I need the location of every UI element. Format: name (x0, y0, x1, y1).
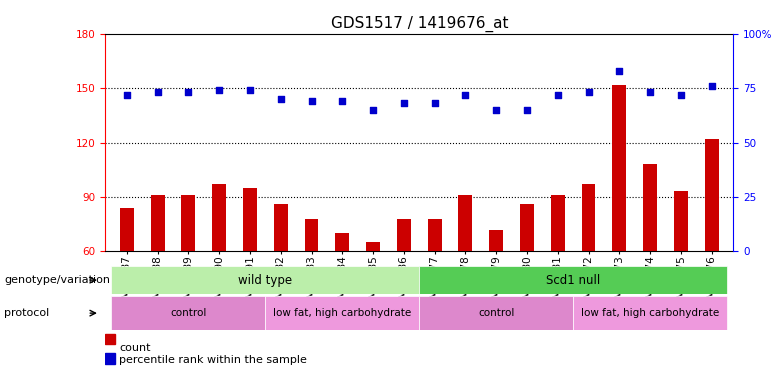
Bar (274, 204, 288, 251)
Point (490, 107, 502, 113)
Bar (612, 84, 626, 251)
Bar (335, 233, 349, 251)
Text: control: control (478, 308, 514, 318)
Bar (644, 164, 657, 251)
Text: low fat, high carbohydrate: low fat, high carbohydrate (581, 308, 719, 318)
Bar (105, 353, 115, 364)
Point (305, 98, 317, 104)
Bar (489, 230, 503, 251)
Text: Scd1 null: Scd1 null (546, 274, 601, 287)
Bar (582, 184, 595, 251)
Point (551, 92, 564, 98)
Bar (420, 296, 573, 330)
Bar (674, 191, 688, 251)
Point (675, 92, 687, 98)
Text: count: count (119, 343, 151, 353)
Text: genotype/variation: genotype/variation (4, 275, 110, 285)
Point (243, 87, 256, 93)
Bar (459, 195, 473, 251)
Bar (112, 266, 420, 294)
Text: protocol: protocol (4, 308, 49, 318)
Bar (265, 296, 420, 330)
Point (183, 90, 195, 96)
Point (336, 98, 349, 104)
Text: wild type: wild type (239, 274, 292, 287)
Point (121, 92, 133, 98)
Bar (120, 208, 134, 251)
Point (613, 68, 626, 74)
Bar (151, 195, 165, 251)
Bar (305, 219, 318, 251)
Point (644, 90, 656, 96)
Title: GDS1517 / 1419676_at: GDS1517 / 1419676_at (331, 16, 508, 32)
Text: low fat, high carbohydrate: low fat, high carbohydrate (273, 308, 411, 318)
Point (459, 92, 472, 98)
Point (521, 107, 534, 113)
Point (583, 90, 595, 96)
Bar (243, 188, 257, 251)
Bar (704, 139, 718, 251)
Bar (366, 242, 380, 251)
Bar (520, 204, 534, 251)
Bar (551, 195, 565, 251)
Bar (397, 219, 411, 251)
Bar (105, 334, 115, 344)
Bar (420, 266, 727, 294)
Bar (182, 195, 195, 251)
Text: control: control (170, 308, 207, 318)
Point (275, 96, 287, 102)
Point (428, 100, 441, 106)
Point (367, 107, 379, 113)
Bar (212, 184, 226, 251)
Bar (427, 219, 441, 251)
Point (398, 100, 410, 106)
Text: percentile rank within the sample: percentile rank within the sample (119, 355, 307, 365)
Bar (112, 296, 265, 330)
Point (151, 90, 164, 96)
Point (213, 87, 225, 93)
Point (705, 83, 718, 89)
Bar (573, 296, 727, 330)
